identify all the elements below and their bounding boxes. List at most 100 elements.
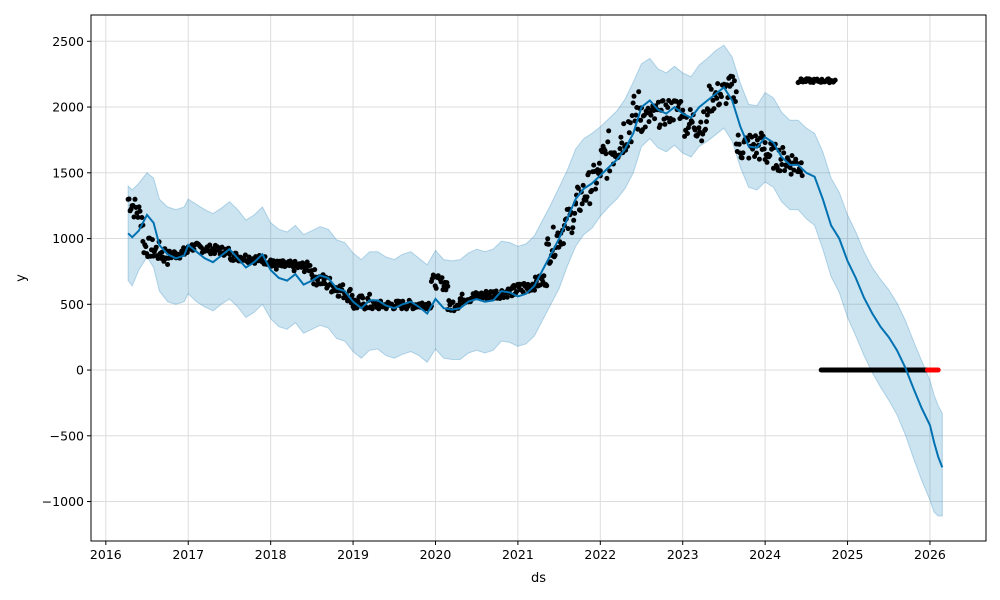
observed-point (131, 214, 137, 220)
observed-point (779, 162, 785, 167)
observed-point (782, 168, 788, 174)
observed-point (575, 185, 581, 191)
observed-point (711, 106, 717, 112)
observed-point (764, 159, 770, 165)
observed-point (126, 196, 132, 202)
observed-point (710, 97, 716, 103)
observed-point (714, 95, 720, 101)
plot-frame (90, 14, 987, 542)
observed-point (626, 130, 632, 136)
observed-point (376, 306, 382, 312)
observed-point (291, 268, 297, 274)
x-tick-label: 2018 (255, 547, 287, 562)
observed-point (207, 242, 213, 248)
observed-point (607, 168, 613, 174)
observed-point (445, 283, 451, 289)
observed-point (731, 78, 737, 84)
y-axis-ticks: −1000 −500 0 500 1000 1500 2000 2500 (42, 34, 91, 509)
observed-point (704, 119, 709, 125)
observed-point (550, 224, 556, 230)
observed-point (546, 241, 552, 247)
y-tick-label: −500 (50, 428, 84, 443)
observed-point (532, 287, 537, 293)
observed-point (271, 258, 276, 264)
observed-point (459, 291, 465, 297)
y-tick-label: 1500 (52, 165, 84, 180)
y-tick-label: 2500 (52, 34, 84, 49)
observed-point (153, 244, 159, 250)
observed-point (596, 160, 602, 166)
x-axis-label: ds (531, 571, 546, 586)
observed-point (636, 89, 642, 95)
observed-point (619, 140, 625, 146)
observed-point (501, 295, 507, 301)
observed-point (150, 253, 156, 259)
observed-point (336, 293, 342, 299)
observed-point (580, 182, 586, 188)
observed-point (730, 74, 736, 80)
observed-point (591, 162, 597, 168)
observed-point (740, 150, 746, 156)
observed-point (606, 128, 612, 134)
observed-point (629, 113, 635, 119)
observed-point (761, 146, 767, 152)
observed-point (627, 120, 633, 126)
observed-point (143, 244, 149, 250)
observed-point (544, 283, 550, 289)
observed-point (689, 119, 695, 125)
observed-point (589, 188, 595, 193)
observed-point (733, 89, 739, 95)
observed-point (698, 119, 704, 125)
observed-point (685, 131, 690, 136)
observed-point (660, 98, 666, 104)
observed-point (604, 175, 610, 181)
observed-point (670, 117, 676, 123)
observed-point (181, 245, 187, 251)
observed-point (594, 180, 599, 186)
observed-point (355, 299, 361, 304)
x-tick-label: 2023 (667, 547, 699, 562)
observed-point (777, 168, 783, 174)
x-tick-label: 2022 (584, 547, 616, 562)
forecast-line-layer (127, 85, 944, 468)
observed-point (718, 94, 724, 100)
observed-point (646, 119, 652, 125)
observed-point (729, 81, 735, 87)
observed-point (349, 292, 355, 298)
observed-point (664, 115, 670, 121)
observed-point (789, 153, 795, 159)
forecast-line (127, 85, 944, 468)
x-axis-ticks: 2016 2017 2018 2019 2020 2021 2022 2023 2024 2025… (90, 541, 946, 562)
observed-point (692, 127, 698, 133)
observed-point (635, 126, 641, 132)
observed-point (548, 259, 553, 265)
observed-point (541, 273, 547, 279)
observed-point (159, 249, 165, 255)
observed-point (749, 134, 755, 140)
observed-point (621, 121, 627, 127)
observed-point (715, 81, 721, 87)
observed-point (633, 112, 639, 118)
observed-point (753, 133, 758, 139)
observed-point (788, 171, 794, 177)
observed-point (139, 215, 145, 220)
observed-point (704, 112, 710, 118)
observed-point (735, 132, 741, 138)
x-tick-label: 2020 (420, 547, 452, 562)
observed-point (732, 99, 738, 104)
observed-point (631, 93, 637, 99)
observed-point (638, 117, 644, 123)
observed-point (571, 217, 577, 223)
x-tick-label: 2021 (502, 547, 534, 562)
observed-point (450, 299, 456, 305)
observed-point (780, 145, 786, 150)
observed-point (787, 165, 793, 171)
observed-point (219, 244, 225, 250)
observed-point (645, 105, 651, 111)
y-tick-label: −1000 (42, 494, 84, 509)
observed-point (586, 170, 592, 176)
observed-point (618, 134, 624, 140)
observed-point (577, 208, 583, 213)
observed-point (132, 196, 138, 202)
